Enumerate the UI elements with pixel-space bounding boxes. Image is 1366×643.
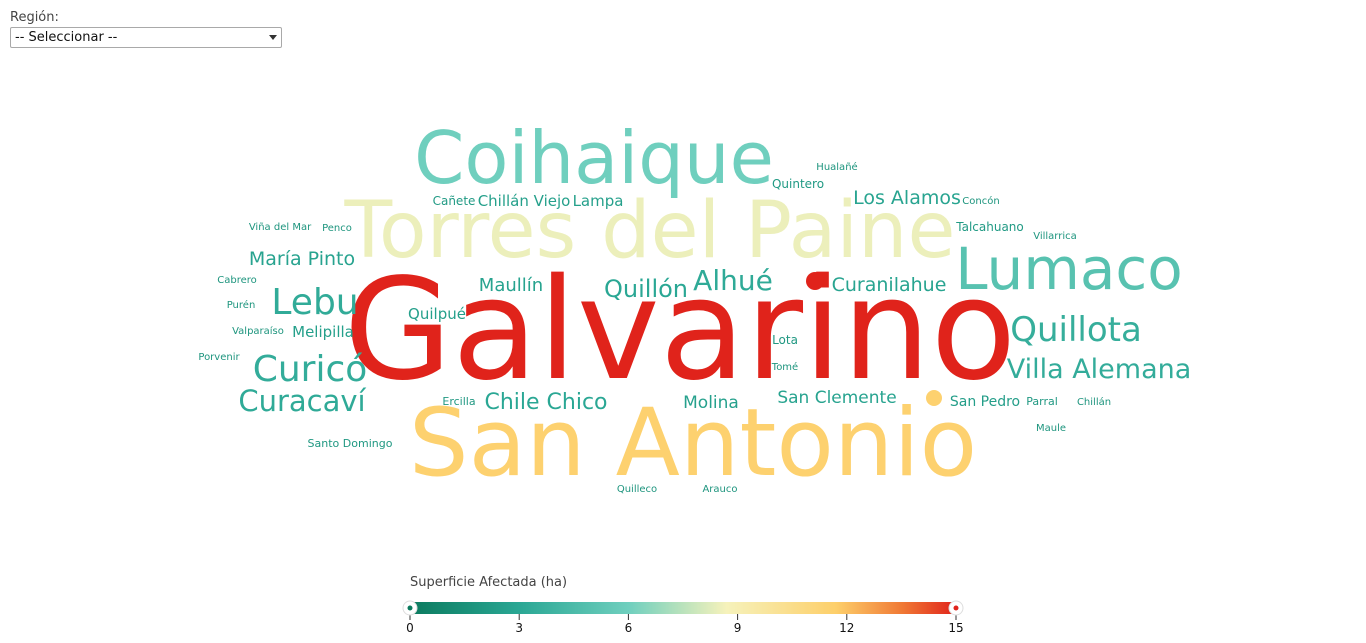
region-filter: Región: -- Seleccionar -- (10, 10, 282, 48)
chevron-down-icon (269, 35, 277, 40)
word-tomé[interactable]: Tomé (771, 361, 798, 373)
word-chillán[interactable]: Chillán (1077, 396, 1111, 408)
word-san-antonio[interactable]: San Antonio (409, 389, 977, 498)
dots-layer (806, 272, 942, 406)
legend-tick-label: 0 (406, 621, 414, 635)
word-melipilla[interactable]: Melipilla (292, 323, 354, 341)
word-curacaví[interactable]: Curacaví (238, 384, 366, 418)
word-quillón[interactable]: Quillón (604, 275, 688, 303)
dot-marker-2[interactable] (926, 390, 942, 406)
region-select[interactable]: -- Seleccionar -- (10, 27, 282, 48)
word-lampa[interactable]: Lampa (573, 192, 624, 210)
region-filter-label: Región: (10, 10, 59, 25)
word-molina[interactable]: Molina (683, 393, 739, 413)
legend-tick-label: 15 (948, 621, 963, 635)
word-ercilla[interactable]: Ercilla (442, 395, 475, 408)
color-legend-bar (410, 602, 956, 614)
word-cabrero[interactable]: Cabrero (217, 275, 257, 286)
word-cañete[interactable]: Cañete (433, 194, 476, 208)
word-hualañé[interactable]: Hualañé (816, 161, 857, 173)
word-lumaco[interactable]: Lumaco (955, 235, 1182, 303)
word-quintero[interactable]: Quintero (772, 177, 824, 191)
word-san-clemente[interactable]: San Clemente (777, 388, 896, 408)
region-select-value: -- Seleccionar -- (15, 30, 118, 45)
word-curicó[interactable]: Curicó (253, 349, 368, 390)
color-legend-title: Superficie Afectada (ha) (410, 575, 568, 590)
word-santo-domingo[interactable]: Santo Domingo (308, 437, 393, 450)
word-maullín[interactable]: Maullín (479, 275, 543, 296)
color-legend: 0 3 6 9 12 15 (402, 600, 964, 635)
word-san-pedro[interactable]: San Pedro (950, 394, 1020, 410)
word-viña-del-mar[interactable]: Viña del Mar (249, 222, 312, 233)
word-alhué[interactable]: Alhué (693, 264, 773, 297)
word-porvenir[interactable]: Porvenir (198, 352, 240, 363)
legend-tick-label: 9 (734, 621, 742, 635)
word-villa-alemana[interactable]: Villa Alemana (1007, 354, 1192, 385)
word-chile-chico[interactable]: Chile Chico (484, 390, 607, 415)
legend-handle-min[interactable] (402, 600, 418, 616)
word-villarrica[interactable]: Villarrica (1033, 231, 1077, 242)
word-talcahuano[interactable]: Talcahuano (955, 220, 1024, 234)
dot-marker-1[interactable] (806, 272, 824, 290)
word-coihaique[interactable]: Coihaique (414, 116, 774, 200)
word-lota[interactable]: Lota (772, 333, 798, 347)
word-maule[interactable]: Maule (1036, 423, 1066, 434)
word-parral[interactable]: Parral (1026, 395, 1058, 408)
word-los-alamos[interactable]: Los Alamos (853, 187, 961, 209)
word-concón[interactable]: Concón (962, 195, 999, 207)
legend-tick-label: 3 (515, 621, 523, 635)
word-galvarino[interactable]: Galvarino (344, 249, 1017, 412)
word-quilleco[interactable]: Quilleco (617, 484, 657, 495)
legend-handle-max[interactable] (948, 600, 964, 616)
word-quillota[interactable]: Quillota (1010, 310, 1142, 350)
word-curanilahue[interactable]: Curanilahue (832, 274, 947, 296)
word-maría-pinto[interactable]: María Pinto (249, 248, 355, 270)
word-torres-del-paine[interactable]: Torres del Paine (344, 186, 956, 276)
word-purén[interactable]: Purén (227, 299, 256, 311)
word-quilpué[interactable]: Quilpué (408, 305, 466, 323)
word-chillán-viejo[interactable]: Chillán Viejo (478, 192, 571, 210)
legend-tick-label: 12 (839, 621, 854, 635)
word-arauco[interactable]: Arauco (702, 484, 737, 495)
word-penco[interactable]: Penco (322, 223, 352, 234)
legend-tick-label: 6 (625, 621, 633, 635)
color-legend-ticks: 0 3 6 9 12 15 (406, 614, 964, 635)
word-valparaíso[interactable]: Valparaíso (232, 325, 284, 337)
word-lebu[interactable]: Lebu (271, 282, 358, 323)
